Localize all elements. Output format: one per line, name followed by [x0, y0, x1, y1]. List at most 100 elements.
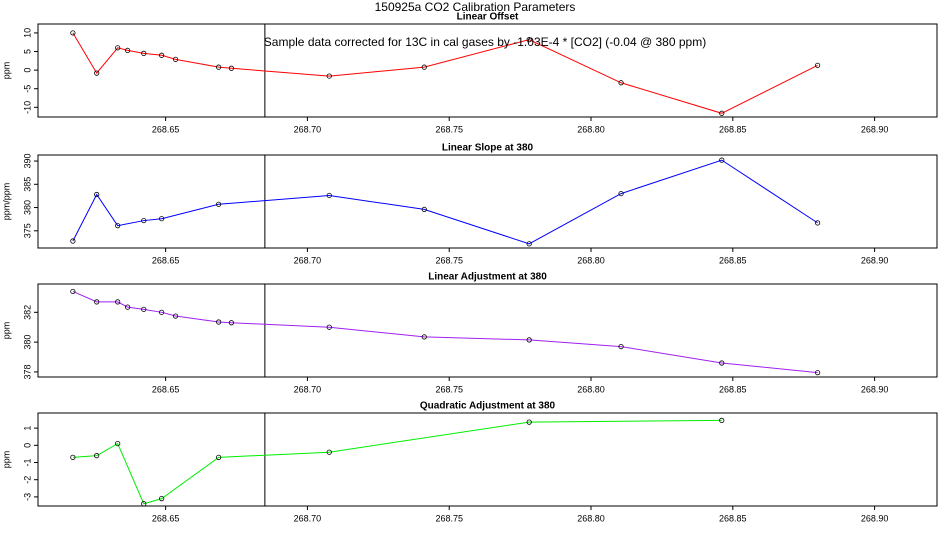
x-tick-label: 268.80 — [577, 124, 605, 134]
y-tick-label: 390 — [22, 154, 32, 169]
data-point — [421, 64, 427, 70]
data-point — [115, 440, 121, 447]
x-tick-label: 268.80 — [577, 513, 605, 523]
x-tick-label: 268.75 — [435, 384, 463, 394]
y-axis-label: ppm/ppm — [1, 183, 11, 221]
x-tick-label: 268.65 — [152, 513, 180, 523]
y-tick-label: 380 — [22, 200, 32, 215]
data-point — [141, 50, 147, 56]
data-point — [125, 304, 131, 310]
data-point — [326, 73, 332, 79]
data-point — [526, 419, 532, 425]
y-tick-label: 382 — [22, 305, 32, 320]
series-line — [72, 32, 818, 114]
panel-title: Quadratic Adjustment at 380 — [420, 401, 556, 412]
data-point — [70, 288, 76, 295]
data-point — [172, 313, 179, 319]
data-point — [216, 201, 222, 207]
y-tick-label: -10 — [22, 101, 32, 114]
x-tick-label: 268.85 — [719, 124, 747, 134]
panel-title: Linear Slope at 380 — [442, 143, 534, 154]
y-tick-label: 0 — [22, 443, 32, 448]
y-tick-label: 378 — [22, 364, 32, 379]
data-point — [115, 299, 121, 305]
y-tick-label: 5 — [22, 49, 32, 54]
y-tick-label: -1 — [22, 459, 32, 467]
x-tick-label: 268.70 — [294, 124, 322, 134]
plot-frame — [37, 283, 938, 378]
data-point — [141, 306, 147, 312]
data-point — [94, 191, 100, 198]
series-line — [72, 159, 818, 245]
data-point — [815, 370, 821, 376]
x-tick-label: 268.70 — [294, 384, 322, 394]
x-tick-label: 268.90 — [861, 384, 889, 394]
data-point — [159, 496, 165, 502]
x-tick-label: 268.70 — [294, 255, 322, 265]
y-tick-label: 10 — [22, 28, 32, 38]
data-point — [421, 206, 427, 213]
data-point — [815, 62, 821, 68]
y-tick-label: -2 — [22, 476, 32, 484]
data-point — [94, 299, 100, 305]
data-point — [216, 64, 222, 70]
x-tick-label: 268.85 — [719, 513, 747, 523]
plot-frame — [37, 154, 938, 249]
x-tick-label: 268.90 — [861, 255, 889, 265]
data-point — [815, 220, 821, 226]
page-title: 150925a CO2 Calibration Parameters — [375, 0, 576, 14]
data-point — [228, 320, 235, 326]
x-tick-label: 268.85 — [719, 255, 747, 265]
plot-frame — [37, 412, 938, 507]
data-point — [70, 454, 76, 460]
data-point — [125, 47, 131, 54]
annotation: Sample data corrected for 13C in cal gas… — [264, 35, 706, 49]
y-tick-label: 0 — [22, 68, 32, 73]
data-point — [216, 454, 222, 460]
y-tick-label: -3 — [22, 493, 32, 501]
y-tick-label: 380 — [22, 335, 32, 350]
y-axis-label: ppm — [1, 322, 11, 340]
data-point — [719, 157, 725, 163]
y-tick-label: 375 — [22, 223, 32, 238]
data-point — [94, 70, 100, 76]
data-point — [228, 65, 235, 71]
data-point — [115, 45, 121, 51]
panel-title: Linear Offset — [457, 12, 519, 23]
x-tick-label: 268.90 — [861, 124, 889, 134]
y-axis-label: ppm — [1, 62, 11, 80]
panel-title: Linear Adjustment at 380 — [428, 272, 547, 283]
data-point — [326, 192, 332, 199]
data-point — [216, 319, 222, 325]
data-point — [719, 417, 725, 423]
data-point — [326, 449, 332, 455]
x-tick-label: 268.75 — [435, 255, 463, 265]
data-point — [618, 343, 624, 350]
data-point — [719, 110, 725, 116]
x-tick-label: 268.75 — [435, 513, 463, 523]
data-point — [159, 309, 165, 315]
y-axis-label: ppm — [1, 451, 11, 469]
data-point — [159, 216, 165, 222]
data-point — [719, 360, 725, 366]
x-tick-label: 268.80 — [577, 255, 605, 265]
data-point — [94, 453, 100, 459]
x-tick-label: 268.65 — [152, 384, 180, 394]
y-tick-label: -5 — [22, 85, 32, 93]
x-tick-label: 268.80 — [577, 384, 605, 394]
x-tick-label: 268.70 — [294, 513, 322, 523]
x-tick-label: 268.75 — [435, 124, 463, 134]
data-point — [115, 223, 121, 229]
data-point — [141, 217, 147, 224]
data-point — [526, 37, 532, 43]
series-line — [72, 290, 818, 374]
data-point — [172, 56, 179, 62]
data-point — [159, 52, 165, 58]
data-point — [70, 238, 76, 244]
y-tick-label: 385 — [22, 177, 32, 192]
data-point — [141, 501, 147, 507]
data-point — [526, 241, 532, 247]
x-tick-label: 268.85 — [719, 384, 747, 394]
data-point — [618, 190, 624, 197]
data-point — [526, 337, 532, 343]
